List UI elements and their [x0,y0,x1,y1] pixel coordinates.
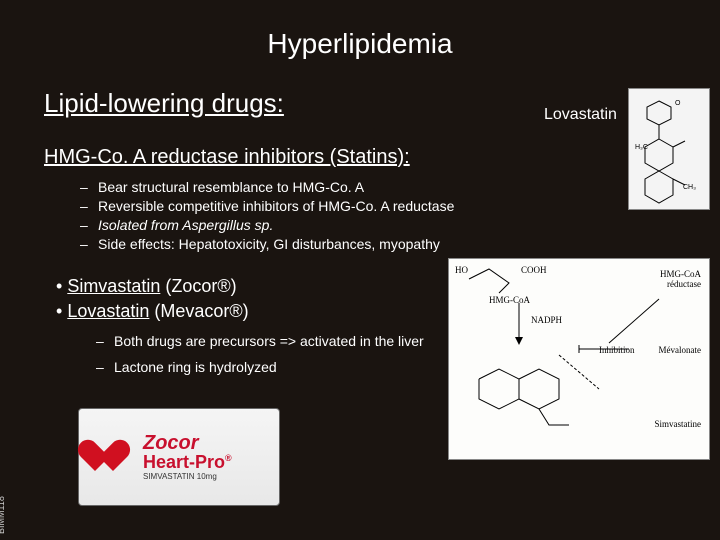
svg-text:O: O [675,100,681,107]
bullet-list-statins: Bear structural resemblance to HMG-Co. A… [80,178,454,254]
zocor-sub: Heart-Pro® [143,453,232,471]
svg-text:CH₃: CH₃ [683,184,696,191]
pathway-diagram: HO COOH HMG-CoA HMG-CoA réductase NADPH … [448,258,710,460]
drug-list: Simvastatin (Zocor®) Lovastatin (Mevacor… [56,274,249,324]
lovastatin-structure: O H₃C CH₃ [628,88,710,210]
list-item: Both drugs are precursors => activated i… [96,332,424,352]
course-code: BIMM118 [0,496,6,534]
svg-text:H₃C: H₃C [635,144,648,151]
list-item: Side effects: Hepatotoxicity, GI disturb… [80,235,454,254]
subtitle: Lipid-lowering drugs: [44,88,284,119]
zocor-tag: SIMVASTATIN 10mg [143,473,232,481]
bullet-list-notes: Both drugs are precursors => activated i… [96,332,424,383]
list-item: Bear structural resemblance to HMG-Co. A [80,178,454,197]
list-item: Isolated from Aspergillus sp. [80,216,454,235]
list-item: Lactone ring is hydrolyzed [96,358,424,378]
slide-title: Hyperlipidemia [0,28,720,60]
section-heading: HMG-Co. A reductase inhibitors (Statins)… [44,146,410,169]
zocor-package: Zocor Heart-Pro® SIMVASTATIN 10mg [78,408,280,506]
heart-icon [93,437,133,477]
zocor-brand: Zocor [143,433,232,453]
list-item: Lovastatin (Mevacor®) [56,299,249,324]
list-item: Simvastatin (Zocor®) [56,274,249,299]
list-item: Reversible competitive inhibitors of HMG… [80,197,454,216]
lovastatin-label: Lovastatin [544,106,617,124]
